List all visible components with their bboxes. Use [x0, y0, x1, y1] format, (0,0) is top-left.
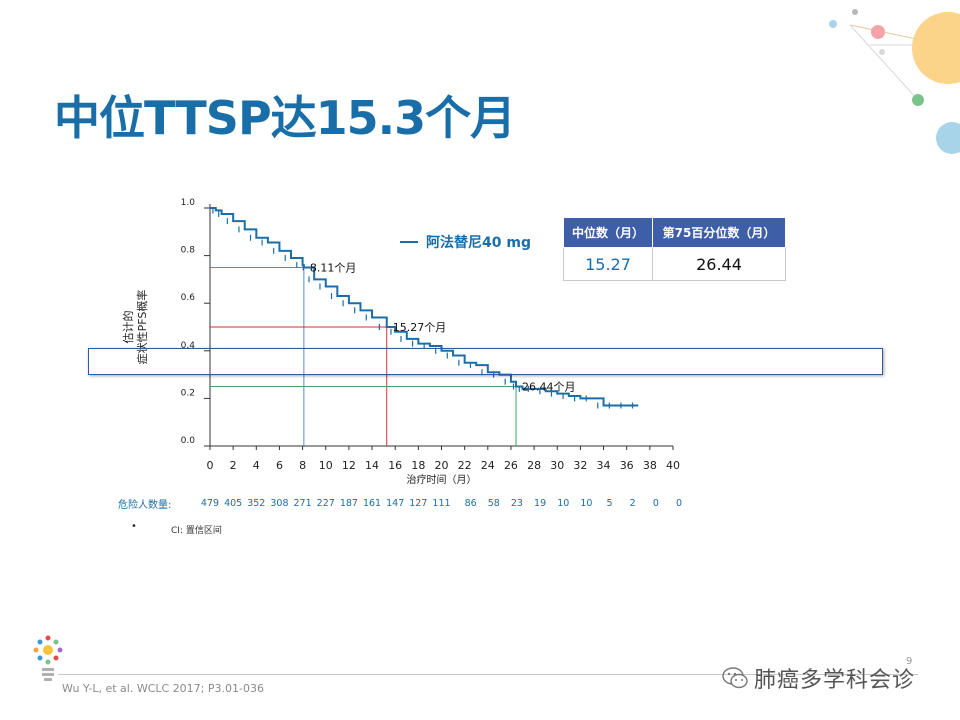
- page-number: 9: [906, 656, 913, 667]
- x-axis-label: 治疗时间（月）: [407, 473, 477, 486]
- y-axis-label: 症状性PFS概率: [135, 290, 149, 365]
- x-tick-label: 0: [207, 459, 214, 472]
- risk-label: 危险人数量:: [118, 500, 172, 511]
- y-tick-label: 0.8: [181, 246, 196, 256]
- y-tick-label: 0.2: [181, 388, 195, 398]
- x-tick-label: 24: [481, 459, 495, 472]
- footer-rule: [58, 674, 918, 675]
- x-tick-label: 6: [276, 459, 283, 472]
- table-value-median: 15.27: [563, 247, 653, 281]
- x-tick-label: 20: [435, 459, 449, 472]
- x-tick-label: 38: [643, 459, 657, 472]
- chart-axes: 0 2 4 6 8 10 12 14 16 18 20 22 24 26 28 30 32 34 36 38 400.0…: [121, 198, 680, 486]
- x-tick-label: 8: [299, 459, 306, 472]
- x-tick-label: 12: [342, 459, 356, 472]
- risk-count: 5: [607, 498, 613, 509]
- risk-count: 127: [409, 498, 427, 509]
- risk-count: 147: [386, 498, 404, 509]
- brand: 肺癌多学科会诊: [722, 662, 915, 694]
- y-tick-label: 1.0: [181, 198, 196, 208]
- x-tick-label: 16: [388, 459, 402, 472]
- x-tick-label: 2: [230, 459, 237, 472]
- brand-text: 肺癌多学科会诊: [754, 668, 916, 693]
- x-tick-label: 14: [365, 459, 379, 472]
- risk-count: 187: [340, 498, 358, 509]
- legend-label: 阿法替尼40 mg: [426, 234, 531, 251]
- highlight-box: [88, 348, 883, 375]
- reference: Wu Y-L, et al. WCLC 2017; P3.01-036: [62, 682, 264, 695]
- y-tick-label: 0.4: [181, 341, 196, 351]
- table-header-median: 中位数（月）: [563, 217, 653, 248]
- km-curve-line: [210, 207, 639, 407]
- bulb-logo-icon: [33, 635, 63, 681]
- quantile-label: 26.44个月: [522, 381, 576, 394]
- quantile-label: 15.27个月: [393, 321, 447, 334]
- x-tick-label: 36: [620, 459, 634, 472]
- risk-count: 58: [488, 498, 500, 509]
- x-tick-label: 4: [253, 459, 260, 472]
- risk-count: 10: [557, 498, 569, 509]
- table-header-p75: 第75百分位数（月）: [652, 217, 786, 248]
- risk-count: 23: [511, 498, 523, 509]
- wechat-icon: [722, 667, 748, 689]
- footnote-bullet: •: [131, 521, 137, 532]
- x-tick-label: 32: [573, 459, 587, 472]
- risk-count: 10: [580, 498, 592, 509]
- y-tick-label: 0.6: [181, 293, 196, 303]
- table-value-p75: 26.44: [652, 247, 786, 281]
- risk-count: 405: [224, 498, 242, 509]
- x-tick-label: 28: [527, 459, 541, 472]
- x-tick-label: 18: [411, 459, 425, 472]
- y-tick-label: 0.0: [181, 436, 196, 446]
- quantile-guides: [210, 267, 517, 446]
- x-tick-label: 30: [550, 459, 564, 472]
- page-title: 中位TTSP达15.3个月: [54, 91, 516, 145]
- risk-count: 352: [247, 498, 265, 509]
- footnote-ci: CI: 置信区间: [171, 526, 222, 536]
- risk-count: 0: [653, 498, 659, 509]
- risk-count: 111: [432, 498, 450, 509]
- x-tick-label: 22: [458, 459, 472, 472]
- x-tick-label: 10: [319, 459, 333, 472]
- risk-count: 227: [317, 498, 335, 509]
- risk-count: 2: [630, 498, 636, 509]
- risk-count: 0: [676, 498, 682, 509]
- risk-count: 308: [270, 498, 288, 509]
- survival-curve: [210, 207, 639, 409]
- x-tick-label: 40: [666, 459, 680, 472]
- quantile-label: 8.11个月: [310, 262, 357, 275]
- risk-count: 86: [465, 498, 477, 509]
- risk-count: 479: [201, 498, 219, 509]
- risk-count: 19: [534, 498, 546, 509]
- risk-count: 161: [363, 498, 381, 509]
- x-tick-label: 34: [597, 459, 611, 472]
- risk-count: 271: [294, 498, 312, 509]
- median-table: 中位数（月） 第75百分位数（月） 15.27 26.44: [563, 217, 786, 281]
- y-axis-label: 估计的: [121, 311, 135, 344]
- x-tick-label: 26: [504, 459, 518, 472]
